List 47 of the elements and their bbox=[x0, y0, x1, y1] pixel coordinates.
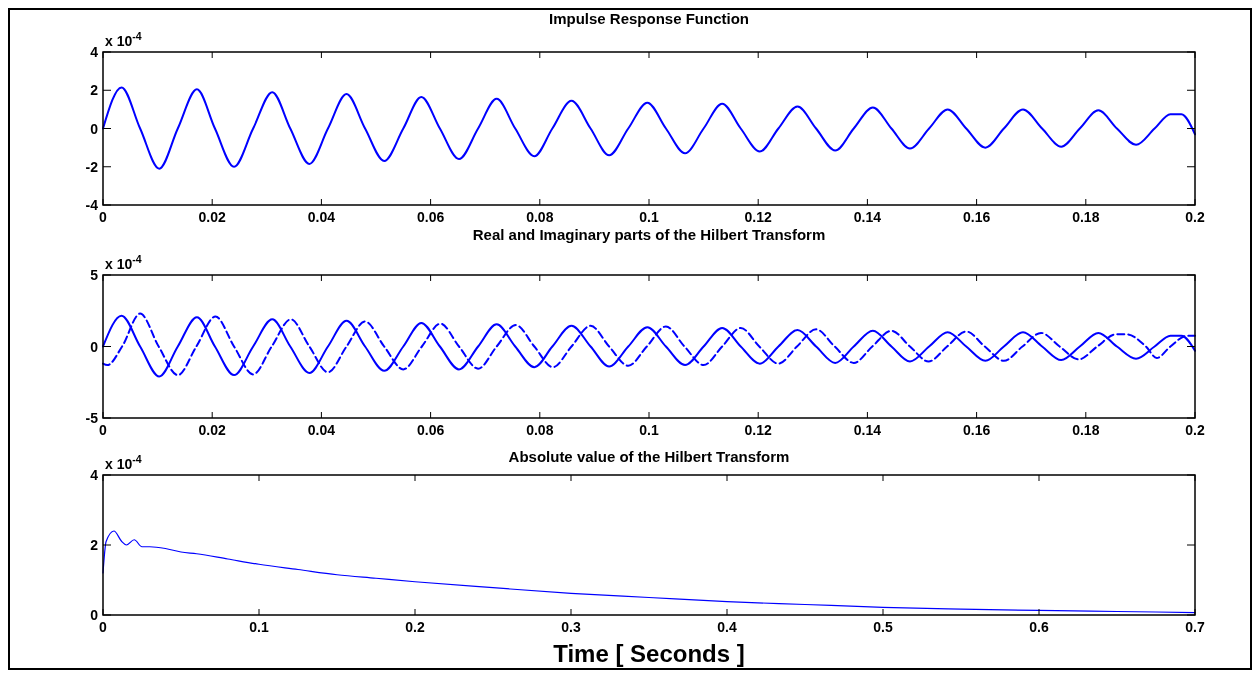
x-tick-label: 0.04 bbox=[307, 209, 336, 225]
x-tick-label: 0.04 bbox=[307, 422, 336, 438]
x-tick-label: 0.2 bbox=[405, 619, 425, 635]
y-tick-label: -4 bbox=[85, 197, 99, 213]
y-tick-label: 4 bbox=[90, 44, 99, 60]
x-axis-title: Time [ Seconds ] bbox=[553, 640, 745, 667]
x-tick-label: 0.3 bbox=[561, 619, 581, 635]
text: x 10$^{-4}$ bbox=[105, 30, 142, 49]
x-tick-label: 0.16 bbox=[962, 209, 991, 225]
y-tick-label: -2 bbox=[85, 158, 99, 175]
x-tick-label: 0.1 bbox=[639, 209, 659, 225]
x-tick-label: 0.1 bbox=[249, 619, 269, 635]
x-tick-label: 0.08 bbox=[526, 209, 554, 225]
x-tick-label: 0.06 bbox=[416, 422, 445, 438]
y-tick-label: 2 bbox=[90, 82, 99, 99]
x-tick-label: 0.5 bbox=[873, 619, 893, 635]
text: x 10$^{-4}$ bbox=[105, 253, 142, 272]
x-tick-label: 0.06 bbox=[416, 209, 445, 225]
y-tick-label: 0 bbox=[90, 338, 99, 355]
x-tick-label: 0.7 bbox=[1185, 619, 1205, 635]
chart-title: Absolute value of the Hilbert Transform bbox=[508, 448, 790, 465]
x-tick-label: 0.02 bbox=[198, 422, 227, 438]
x-tick-label: 0.14 bbox=[853, 422, 882, 438]
line-series bbox=[102, 86, 1196, 170]
x-tick-label: 0.12 bbox=[744, 209, 773, 225]
y-tick-label: -5 bbox=[85, 410, 99, 426]
x-tick-label: 0.2 bbox=[1185, 209, 1205, 225]
y-tick-label: 0 bbox=[90, 607, 99, 623]
y-tick-label: 4 bbox=[90, 467, 99, 483]
x-tick-label: 0.4 bbox=[717, 619, 737, 635]
x-tick-label: 0.14 bbox=[853, 209, 882, 225]
chart-title: Real and Imaginary parts of the Hilbert Transform bbox=[472, 226, 826, 243]
x-tick-label: 0.18 bbox=[1072, 422, 1100, 438]
x-tick-label: 0.02 bbox=[198, 209, 227, 225]
chart-title: Impulse Response Function bbox=[548, 10, 750, 27]
y-tick-label: 2 bbox=[90, 537, 99, 553]
text: x 10$^{-4}$ bbox=[105, 453, 142, 472]
x-tick-label: 0.12 bbox=[744, 422, 773, 438]
y-tick-label: 5 bbox=[90, 267, 99, 283]
x-tick-label: 0.18 bbox=[1072, 209, 1100, 225]
line-series bbox=[102, 530, 1196, 614]
x-tick-label: 0.1 bbox=[639, 422, 659, 438]
x-tick-label: 0.16 bbox=[962, 422, 991, 438]
x-tick-label: 0.6 bbox=[1029, 619, 1049, 635]
x-tick-label: 0.2 bbox=[1185, 422, 1205, 438]
y-tick-label: 0 bbox=[90, 120, 99, 137]
x-tick-label: 0.08 bbox=[526, 422, 554, 438]
